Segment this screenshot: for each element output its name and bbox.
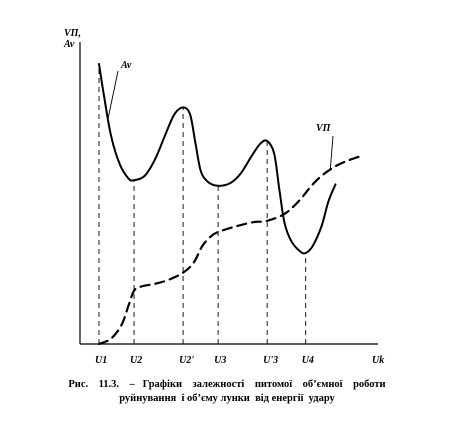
x-axis-label: Uk xyxy=(372,355,384,366)
x-tick-label: U2' xyxy=(179,355,194,366)
y-axis-label-line: VΠ, xyxy=(64,28,81,39)
dashed-guide-lines xyxy=(98,64,307,344)
x-tick-label: U2 xyxy=(130,355,142,366)
x-tick-label: U1 xyxy=(95,355,107,366)
x-tick-label: U3 xyxy=(214,355,226,366)
caption-line-1: Рис. 11.3. – Графіки залежності питомої … xyxy=(68,379,386,390)
axes xyxy=(79,42,378,345)
curve-label-av: Av xyxy=(120,60,132,71)
figure-caption: Рис. 11.3. – Графіки залежності питомої … xyxy=(14,378,440,406)
av-leader-line xyxy=(107,70,119,121)
series-line-av xyxy=(98,63,337,255)
x-tick-label: U4 xyxy=(302,355,314,366)
x-tick-label: U'3 xyxy=(263,355,278,366)
curves xyxy=(97,63,362,346)
series-line-vp xyxy=(97,155,362,346)
y-axis-label-line: Av xyxy=(63,39,75,50)
vp-leader-line xyxy=(329,135,334,171)
curve-label-vp: VΠ xyxy=(316,123,332,134)
y-axis-label: VΠ, Av xyxy=(63,28,81,50)
caption-line-2: руйнування і об’єму лунки від енергії уд… xyxy=(119,393,335,404)
